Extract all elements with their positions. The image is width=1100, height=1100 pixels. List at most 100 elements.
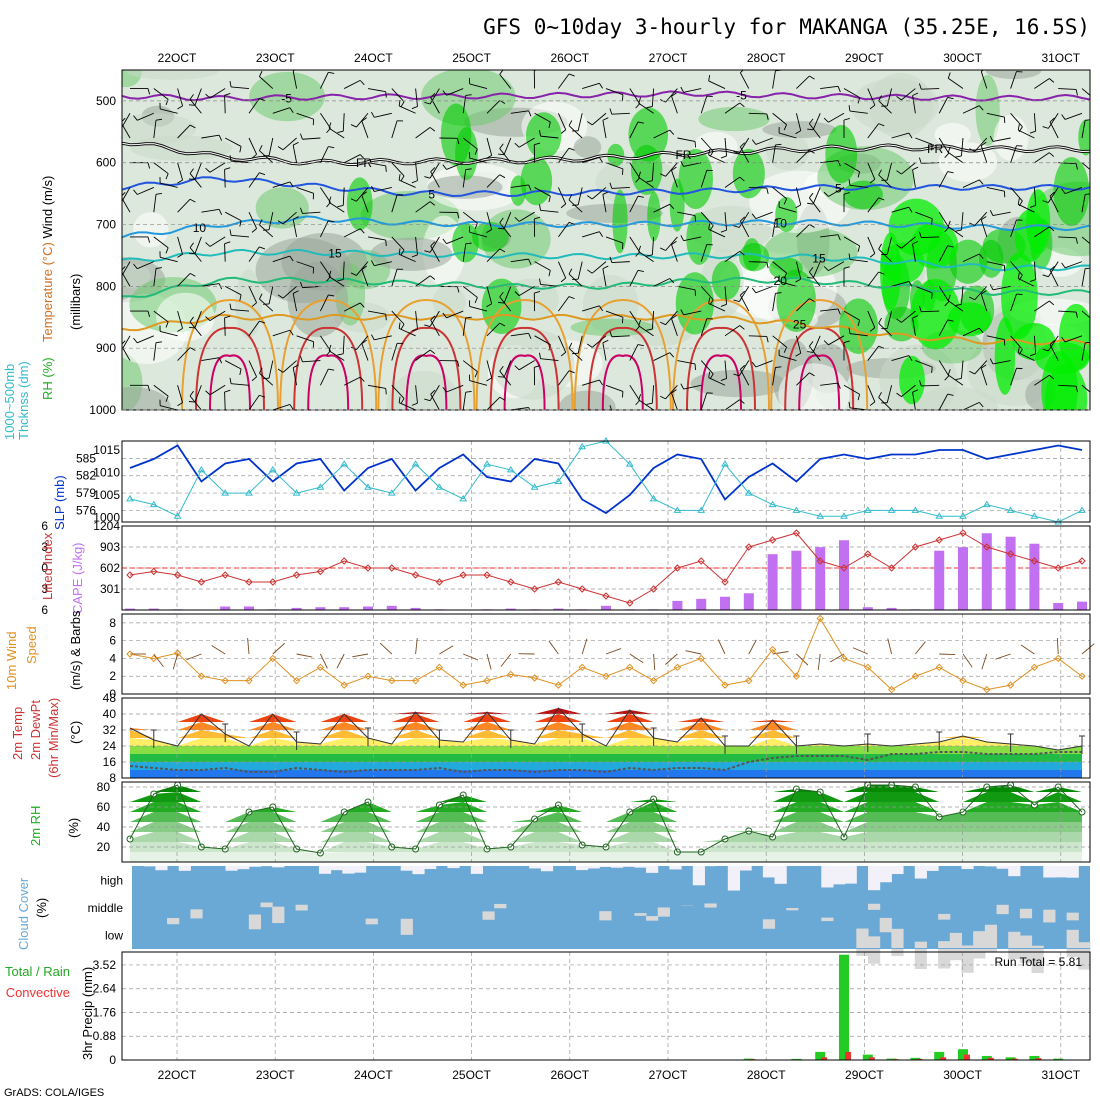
wind-barb-flag bbox=[486, 229, 492, 234]
wind-barb-flag bbox=[359, 302, 365, 308]
cape-bar bbox=[672, 600, 683, 610]
wind-barb-shaft bbox=[739, 72, 750, 89]
wind-barb-shaft bbox=[356, 261, 369, 276]
wind-barb-flag bbox=[978, 179, 984, 185]
wind-barb-flag bbox=[733, 225, 740, 228]
wind-barb-flag bbox=[528, 110, 532, 117]
wind-barb-flag bbox=[848, 401, 851, 408]
rh-saturated-blob bbox=[947, 302, 992, 337]
wind-barb-shaft bbox=[469, 231, 488, 238]
wind-10m-barb bbox=[685, 650, 702, 655]
wind-barb-flag bbox=[561, 426, 566, 430]
wind-barb-shaft bbox=[724, 399, 741, 410]
wind-speed-label: Speed bbox=[24, 626, 39, 664]
wind-barb-shaft bbox=[248, 394, 260, 410]
li-marker bbox=[864, 550, 872, 558]
contour-label: 5 bbox=[428, 188, 435, 202]
pressure-tick-label: 900 bbox=[96, 341, 116, 355]
wind-barb-flag bbox=[908, 355, 913, 361]
wind-barb-flag bbox=[837, 382, 841, 389]
wind-barb-shaft bbox=[960, 137, 964, 156]
wind-10m-barb bbox=[415, 638, 418, 655]
wind-barb-shaft bbox=[886, 385, 893, 403]
warm-cell-contour bbox=[686, 326, 756, 410]
wind-barb-shaft bbox=[342, 187, 345, 206]
wind-barb-flag bbox=[809, 149, 815, 154]
wind-barb-flag bbox=[947, 171, 954, 174]
cape-bar bbox=[339, 607, 350, 610]
wind-barb-flag bbox=[944, 152, 950, 158]
wind-barb-shaft bbox=[724, 250, 741, 263]
wind-barb-flag bbox=[568, 120, 573, 126]
wind-barb-shaft bbox=[558, 222, 570, 238]
wind-barb-shaft bbox=[231, 309, 250, 312]
wind-barb-shaft bbox=[1010, 112, 1023, 128]
rh-blob bbox=[125, 70, 220, 80]
rh-blob bbox=[868, 72, 933, 139]
wind-barb-shaft bbox=[446, 88, 464, 96]
wind-barb-flag bbox=[807, 426, 813, 427]
cloud-high-cell bbox=[961, 866, 974, 870]
cloud-high-cell bbox=[599, 866, 612, 867]
wind-barb-shaft bbox=[611, 261, 630, 264]
warm-cell-contour bbox=[293, 326, 364, 410]
wind-barb-shaft bbox=[921, 384, 940, 387]
wind-barb-shaft bbox=[980, 219, 988, 238]
wind-barb-flag bbox=[429, 127, 436, 132]
cloud-low-cell bbox=[891, 928, 904, 957]
wind-barb-shaft bbox=[1048, 261, 1059, 277]
wind-barb-flag bbox=[1093, 323, 1095, 328]
warm-cell-contour bbox=[405, 354, 448, 410]
wind-barb-shaft bbox=[738, 137, 750, 154]
wind-barb-shaft bbox=[137, 335, 154, 344]
wind-barb-flag bbox=[947, 220, 951, 227]
wind-barb-flag bbox=[188, 401, 195, 403]
wind-barb-flag bbox=[300, 281, 303, 288]
wind-barb-flag bbox=[229, 80, 232, 88]
wind-barb-shaft bbox=[1034, 226, 1050, 238]
rh-blob bbox=[570, 318, 655, 337]
wind-barb-flag bbox=[411, 402, 418, 406]
wind-barb-flag bbox=[229, 155, 232, 162]
wind-barb-flag bbox=[122, 266, 126, 271]
wind-barb-flag bbox=[609, 108, 613, 115]
precip-convective-bar bbox=[1035, 1058, 1042, 1060]
wind-barb-flag bbox=[205, 242, 211, 247]
wind-barb-flag bbox=[843, 266, 850, 269]
wind-barb-flag bbox=[359, 154, 365, 160]
wind-barb-flag bbox=[1049, 152, 1055, 157]
cape-bar bbox=[148, 608, 159, 610]
wind-barb-shaft bbox=[867, 197, 879, 213]
wind-barb-shaft bbox=[772, 367, 776, 386]
wind-barb-flag bbox=[809, 341, 814, 347]
wind-barb-flag bbox=[1062, 411, 1065, 416]
wind-barb-shaft bbox=[849, 333, 868, 337]
wind-barb-flag bbox=[775, 218, 782, 220]
wind-marker bbox=[269, 654, 277, 663]
wind-barb-shaft bbox=[1010, 219, 1017, 238]
wind-barb-shaft bbox=[343, 409, 345, 410]
wind-barb-flag bbox=[587, 269, 593, 274]
lifted-index-label: Lifted Index bbox=[40, 532, 55, 600]
precip-convective-bar bbox=[845, 1051, 851, 1060]
cloud-row-label: middle bbox=[88, 901, 124, 915]
rh-wet-blob bbox=[1078, 119, 1090, 156]
li-marker bbox=[792, 529, 801, 537]
precip-convective-bar bbox=[916, 1058, 923, 1060]
wind-barb-flag bbox=[980, 141, 987, 146]
precip-total-bar bbox=[815, 1051, 826, 1060]
wind-barb-flag bbox=[328, 196, 332, 203]
wind-barb-flag bbox=[205, 93, 211, 99]
wind-barb-shaft bbox=[700, 286, 714, 301]
wind-barb-shaft bbox=[738, 360, 750, 377]
wind-barb-flag bbox=[359, 228, 365, 234]
wind-10m-barb bbox=[379, 642, 393, 655]
wind-barb-shaft bbox=[980, 71, 988, 89]
warm-cell-contour bbox=[209, 354, 251, 410]
wind-barb-shaft bbox=[772, 293, 776, 312]
wind-barb-shaft bbox=[1081, 120, 1086, 139]
wind-barb-flag bbox=[878, 392, 882, 398]
wind-barb-flag bbox=[1075, 237, 1078, 244]
wind-barb-flag bbox=[1042, 274, 1049, 278]
wind-barb-shaft bbox=[209, 162, 226, 173]
